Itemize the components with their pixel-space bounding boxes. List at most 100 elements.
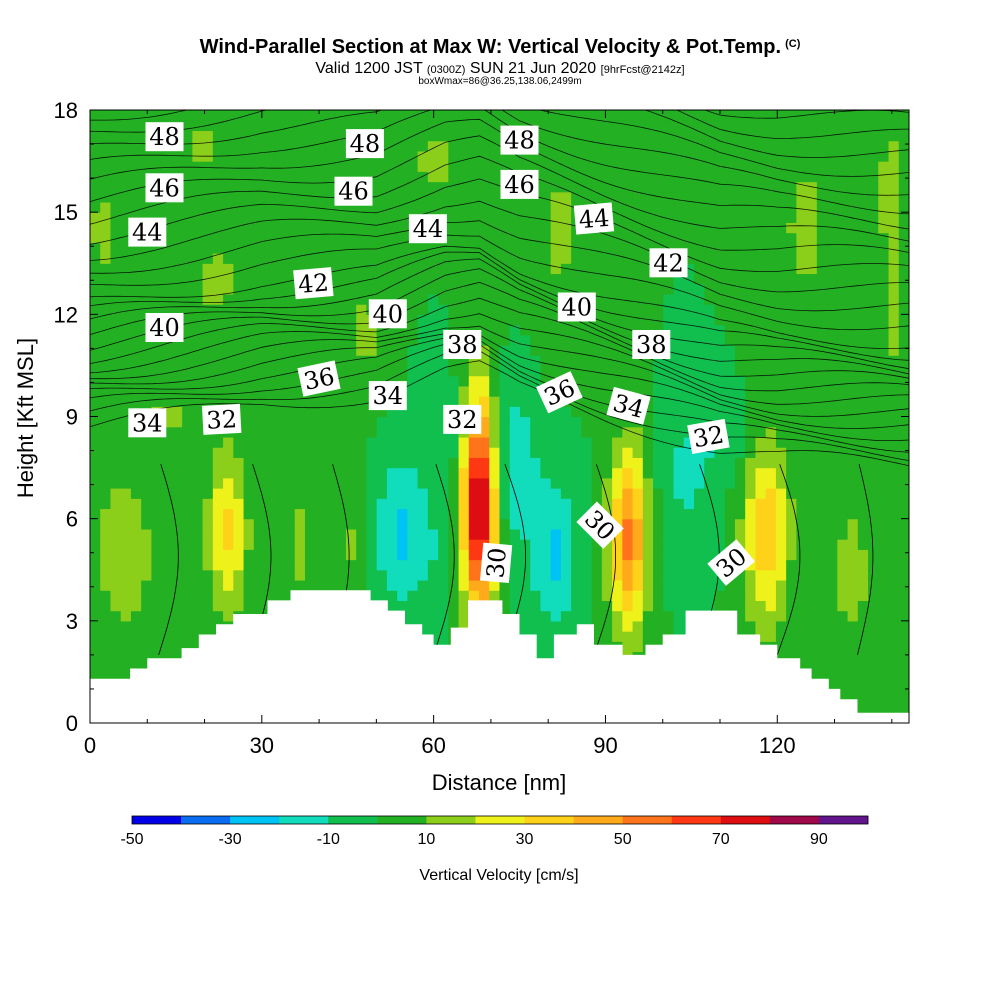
velocity-cell [663, 436, 675, 448]
velocity-cell [141, 600, 153, 612]
velocity-cell [284, 273, 296, 285]
velocity-cell [448, 253, 460, 264]
velocity-cell [233, 304, 245, 315]
velocity-cell [448, 130, 460, 142]
velocity-cell [622, 181, 634, 193]
velocity-cell [734, 488, 746, 499]
velocity-cell [223, 212, 234, 223]
velocity-cell [448, 569, 460, 581]
velocity-cell [161, 600, 173, 612]
velocity-cell [653, 201, 664, 213]
velocity-cell [110, 641, 122, 653]
velocity-cell [151, 620, 163, 632]
velocity-cell [837, 344, 849, 356]
velocity-cell [632, 263, 644, 275]
contour-label-box [480, 542, 513, 584]
theta-contour-line [90, 297, 909, 392]
velocity-cell [806, 293, 818, 305]
velocity-cell [161, 426, 173, 438]
velocity-cell [663, 314, 675, 326]
velocity-cell [827, 140, 838, 152]
velocity-cell [786, 222, 797, 234]
velocity-cell [171, 201, 183, 213]
velocity-cell [233, 263, 245, 275]
velocity-cell [857, 140, 869, 152]
velocity-cell [714, 365, 726, 377]
velocity-cell [90, 232, 101, 244]
contour-label: 48 [345, 129, 384, 159]
velocity-cell [837, 273, 849, 285]
velocity-cell [827, 253, 838, 264]
velocity-cell [90, 610, 101, 622]
velocity-cell [141, 161, 153, 172]
velocity-cell [284, 498, 296, 510]
velocity-cell [612, 150, 623, 162]
velocity-cell [827, 314, 838, 326]
velocity-cell [489, 242, 501, 254]
velocity-cell [417, 150, 429, 162]
velocity-cell [806, 518, 818, 530]
velocity-cell [673, 569, 685, 581]
velocity-cell [468, 579, 480, 591]
velocity-cell [796, 314, 808, 326]
velocity-cell [796, 201, 808, 213]
velocity-cell [642, 130, 654, 142]
velocity-cell [264, 559, 275, 571]
velocity-cell [704, 406, 716, 418]
velocity-cell [110, 273, 122, 285]
velocity-cell [161, 212, 173, 223]
velocity-cell [745, 416, 757, 428]
velocity-cell [847, 283, 859, 295]
velocity-cell [141, 590, 153, 601]
velocity-cell [601, 600, 613, 612]
velocity-cell [847, 191, 859, 203]
velocity-cell [192, 293, 204, 305]
velocity-cell [694, 477, 705, 489]
velocity-cell [734, 579, 746, 591]
velocity-cell [663, 181, 675, 193]
velocity-cell [417, 457, 429, 469]
velocity-cell [151, 610, 163, 622]
velocity-cell [673, 600, 685, 612]
velocity-cell [724, 263, 736, 275]
velocity-cell [519, 457, 531, 469]
velocity-cell [898, 600, 909, 612]
velocity-cell [765, 181, 777, 193]
velocity-cell [202, 518, 214, 530]
velocity-cell [366, 447, 378, 458]
velocity-cell [509, 324, 521, 336]
velocity-cell [673, 406, 685, 418]
velocity-cell [694, 334, 705, 346]
velocity-cell [161, 498, 173, 510]
velocity-cell [161, 457, 173, 469]
velocity-cell [264, 140, 275, 152]
velocity-cell [898, 426, 909, 438]
velocity-cell [479, 140, 490, 152]
velocity-cell [182, 467, 193, 479]
velocity-cell [786, 549, 797, 561]
velocity-cell [806, 242, 818, 254]
velocity-cell [171, 426, 183, 438]
velocity-cell [704, 528, 716, 540]
velocity-cell [519, 436, 531, 448]
velocity-cell [868, 498, 879, 510]
velocity-cell [284, 324, 296, 336]
velocity-cell [653, 436, 664, 448]
velocity-cell [397, 161, 408, 172]
velocity-cell [284, 150, 296, 162]
velocity-cell [110, 457, 122, 469]
velocity-cell [182, 130, 193, 142]
velocity-cell [837, 334, 849, 346]
velocity-cell [642, 620, 654, 632]
velocity-cell [171, 110, 183, 121]
velocity-cell [878, 232, 890, 244]
velocity-cell [888, 406, 900, 418]
velocity-cell [591, 253, 603, 264]
velocity-cell [427, 130, 439, 142]
velocity-cell [407, 150, 419, 162]
velocity-cell [642, 579, 654, 591]
velocity-cell [878, 682, 890, 693]
velocity-cell [745, 498, 757, 510]
velocity-cell [202, 549, 214, 561]
velocity-cell [427, 201, 439, 213]
